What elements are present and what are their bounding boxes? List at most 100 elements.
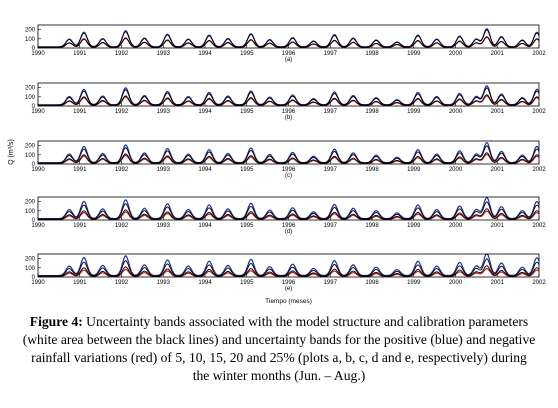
y-tick-label: 100 bbox=[25, 209, 36, 215]
x-tick-label: 2001 bbox=[491, 51, 505, 57]
y-tick-label: 0 bbox=[32, 218, 36, 224]
panel-d: 0 100 200 1990 1991 1992 1993 1994 1995 1996 1997 1… bbox=[25, 196, 546, 235]
y-axis-label: Q (m³/s) bbox=[8, 139, 15, 165]
x-tick-label: 2001 bbox=[491, 109, 505, 115]
x-tick-label: 1994 bbox=[198, 109, 212, 115]
y-tick-label: 200 bbox=[25, 144, 36, 150]
x-tick-label: 1995 bbox=[240, 51, 254, 57]
x-tick-label: 1994 bbox=[198, 167, 212, 173]
x-tick-label: 1996 bbox=[282, 223, 296, 229]
y-tick-label: 200 bbox=[25, 28, 36, 34]
figure-panels: 0 100 200 1990 1991 1992 1993 1994 1995 1996 1997 1… bbox=[8, 24, 546, 305]
figure-caption: Figure 4: Uncertainty bands associated w… bbox=[22, 313, 536, 385]
x-tick-label: 1991 bbox=[73, 109, 87, 115]
x-tick-label: 1994 bbox=[198, 51, 212, 57]
positive-band-line bbox=[38, 253, 540, 277]
x-tick-label: 1997 bbox=[324, 109, 338, 115]
x-tick-label: 1990 bbox=[31, 223, 45, 229]
panel-label: (b) bbox=[285, 115, 292, 121]
x-tick-label: 2000 bbox=[449, 223, 463, 229]
model-lower-line bbox=[38, 94, 540, 106]
x-tick-label: 1991 bbox=[73, 280, 87, 286]
x-tick-label: 1992 bbox=[115, 51, 129, 57]
x-tick-label: 1995 bbox=[240, 109, 254, 115]
x-tick-label: 1998 bbox=[365, 223, 379, 229]
panel-c: 0 100 200 1990 1991 1992 1993 1994 1995 1996 1997 1… bbox=[25, 140, 546, 179]
x-tick-label: 1991 bbox=[73, 167, 87, 173]
x-tick-label: 1992 bbox=[115, 280, 129, 286]
caption-text: Uncertainty bands associated with the mo… bbox=[22, 314, 536, 383]
model-lower-line bbox=[38, 208, 540, 220]
x-tick-label: 1995 bbox=[240, 223, 254, 229]
model-upper-line bbox=[38, 29, 540, 48]
x-tick-label: 1999 bbox=[407, 223, 421, 229]
panel-label: (c) bbox=[285, 173, 292, 179]
model-upper-line bbox=[38, 201, 540, 220]
x-tick-label: 1998 bbox=[365, 109, 379, 115]
x-tick-label: 1993 bbox=[157, 280, 171, 286]
x-tick-label: 2000 bbox=[449, 109, 463, 115]
panel-e: 0 100 200 1990 1991 1992 1993 1994 1995 1996 1997 1… bbox=[25, 253, 546, 292]
model-lower-line bbox=[38, 152, 540, 164]
model-upper-line bbox=[38, 145, 540, 164]
x-tick-label: 1995 bbox=[240, 167, 254, 173]
x-tick-label: 1997 bbox=[324, 167, 338, 173]
x-tick-label: 1997 bbox=[324, 223, 338, 229]
y-tick-label: 100 bbox=[25, 95, 36, 101]
x-tick-label: 2002 bbox=[532, 280, 546, 286]
x-tick-label: 1999 bbox=[407, 51, 421, 57]
y-tick-label: 200 bbox=[25, 200, 36, 206]
x-tick-label: 1993 bbox=[157, 223, 171, 229]
panel-label: (e) bbox=[285, 286, 292, 292]
x-tick-label: 2002 bbox=[532, 109, 546, 115]
y-tick-label: 100 bbox=[25, 37, 36, 43]
x-tick-label: 2002 bbox=[532, 223, 546, 229]
model-upper-line bbox=[38, 258, 540, 277]
model-lower-line bbox=[38, 265, 540, 277]
x-tick-label: 1991 bbox=[73, 223, 87, 229]
x-tick-label: 2001 bbox=[491, 223, 505, 229]
x-tick-label: 1996 bbox=[282, 109, 296, 115]
y-tick-label: 200 bbox=[25, 86, 36, 92]
x-tick-label: 2002 bbox=[532, 167, 546, 173]
x-tick-label: 2000 bbox=[449, 280, 463, 286]
model-upper-line bbox=[38, 87, 540, 106]
x-tick-label: 1993 bbox=[157, 109, 171, 115]
x-tick-label: 1992 bbox=[115, 167, 129, 173]
x-tick-label: 1996 bbox=[282, 167, 296, 173]
y-tick-label: 0 bbox=[32, 162, 36, 168]
x-tick-label: 1999 bbox=[407, 167, 421, 173]
x-tick-label: 2001 bbox=[491, 167, 505, 173]
x-tick-label: 1995 bbox=[240, 280, 254, 286]
x-tick-label: 1997 bbox=[324, 280, 338, 286]
x-tick-label: 2000 bbox=[449, 51, 463, 57]
x-tick-label: 1993 bbox=[157, 51, 171, 57]
panel-b: 0 100 200 1990 1991 1992 1993 1994 1995 1996 1997 1… bbox=[25, 82, 546, 121]
x-tick-label: 1994 bbox=[198, 223, 212, 229]
y-tick-label: 100 bbox=[25, 153, 36, 159]
x-tick-label: 1990 bbox=[31, 109, 45, 115]
x-axis-label: Tiempo (meses) bbox=[265, 298, 312, 305]
x-tick-label: 2000 bbox=[449, 167, 463, 173]
y-tick-label: 0 bbox=[32, 104, 36, 110]
x-tick-label: 2002 bbox=[532, 51, 546, 57]
x-tick-label: 1996 bbox=[282, 51, 296, 57]
x-tick-label: 1999 bbox=[407, 109, 421, 115]
x-tick-label: 1992 bbox=[115, 223, 129, 229]
x-tick-label: 1992 bbox=[115, 109, 129, 115]
panel-label: (d) bbox=[285, 229, 292, 235]
x-tick-label: 1997 bbox=[324, 51, 338, 57]
panel-a: 0 100 200 1990 1991 1992 1993 1994 1995 1996 1997 1… bbox=[25, 24, 546, 63]
x-tick-label: 1991 bbox=[73, 51, 87, 57]
x-tick-label: 1998 bbox=[365, 51, 379, 57]
y-tick-label: 0 bbox=[32, 46, 36, 52]
x-tick-label: 1993 bbox=[157, 167, 171, 173]
y-tick-label: 200 bbox=[25, 257, 36, 263]
model-lower-line bbox=[38, 36, 540, 48]
x-tick-label: 2001 bbox=[491, 280, 505, 286]
caption-label: Figure 4: bbox=[29, 314, 83, 329]
y-tick-label: 100 bbox=[25, 266, 36, 272]
positive-band-line bbox=[38, 196, 540, 220]
x-tick-label: 1990 bbox=[31, 280, 45, 286]
x-tick-label: 1999 bbox=[407, 280, 421, 286]
